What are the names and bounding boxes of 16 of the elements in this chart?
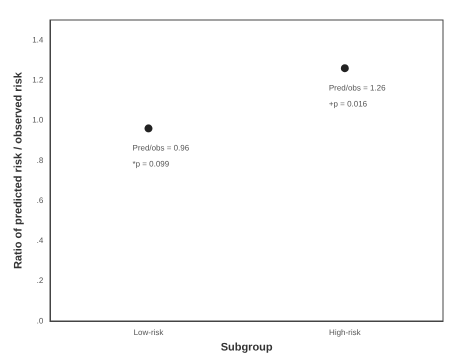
annotation: *p = 0.099 [132,160,170,169]
y-tick-label: 1.2 [32,75,44,84]
annotation: Pred/obs = 1.26 [328,83,386,92]
x-tick-label: Low-risk [134,328,164,338]
annotation: Pred/obs = 0.96 [132,144,190,153]
y-tick-label: .0 [36,316,44,326]
y-tick-label: .4 [36,236,44,246]
x-tick-label: High-risk [329,328,362,338]
annotation: +p = 0.016 [328,99,368,108]
x-axis-title: Subgroup [220,341,273,354]
y-tick-label: .6 [36,196,44,205]
y-tick-label: 1.0 [32,116,44,125]
y-tick-label: 1.4 [32,35,44,44]
y-tick-label: .8 [36,156,44,165]
y-tick-label: .2 [36,276,44,286]
y-axis-title: Ratio of predicted risk / observed risk [12,71,25,270]
